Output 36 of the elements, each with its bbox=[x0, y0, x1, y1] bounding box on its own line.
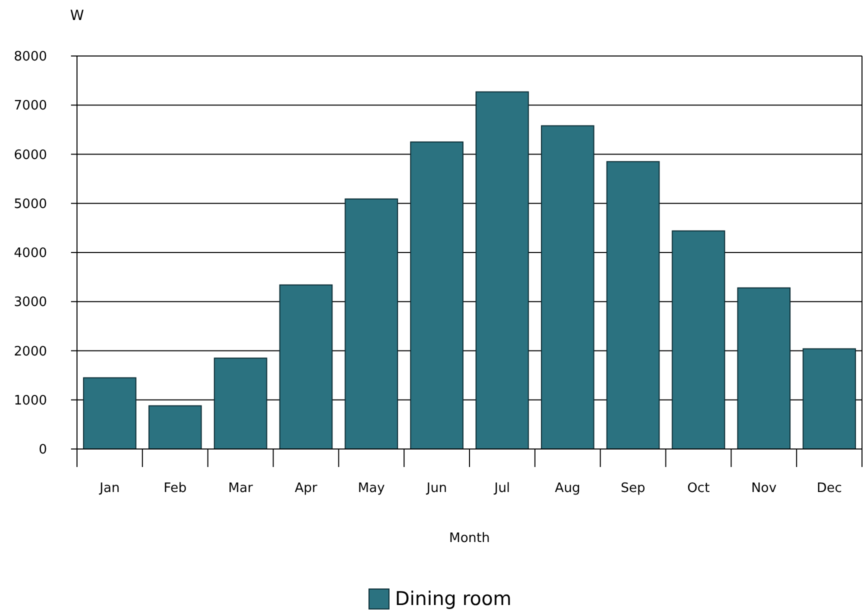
x-tick-label: Aug bbox=[554, 481, 580, 496]
x-tick-label: May bbox=[358, 481, 386, 496]
bar bbox=[606, 161, 660, 450]
bar bbox=[344, 198, 398, 450]
bar bbox=[540, 125, 594, 450]
y-tick-label: 2000 bbox=[14, 344, 47, 360]
y-tick-label: 6000 bbox=[14, 148, 47, 163]
y-axis-title: W bbox=[70, 8, 84, 24]
x-tick-label: Jul bbox=[493, 481, 510, 496]
x-tick-label: Apr bbox=[294, 481, 318, 496]
bar bbox=[802, 348, 856, 450]
bar bbox=[410, 141, 464, 450]
bar bbox=[148, 405, 202, 450]
y-tick-label: 3000 bbox=[14, 295, 47, 310]
y-tick-label: 4000 bbox=[14, 246, 47, 262]
bar bbox=[279, 284, 333, 450]
x-tick-label: Nov bbox=[751, 481, 777, 496]
y-tick-label: 8000 bbox=[14, 50, 47, 65]
x-tick-label: Jan bbox=[98, 481, 120, 496]
x-tick-label: Sep bbox=[620, 481, 646, 496]
bar bbox=[214, 358, 268, 450]
x-tick-label: Oct bbox=[687, 481, 710, 496]
x-tick-label: Feb bbox=[164, 481, 187, 496]
legend-label: Dining room bbox=[395, 588, 512, 610]
y-tick-label: 7000 bbox=[14, 98, 47, 114]
x-axis-title: Month bbox=[449, 531, 490, 546]
bar bbox=[672, 230, 726, 450]
x-tick-label: Jun bbox=[426, 481, 447, 496]
x-tick-label: Mar bbox=[228, 481, 254, 496]
y-tick-label: 5000 bbox=[14, 196, 47, 212]
y-tick-label: 1000 bbox=[14, 393, 47, 408]
bar bbox=[476, 91, 529, 450]
x-tick-label: Dec bbox=[816, 481, 842, 496]
y-tick-label: 0 bbox=[38, 442, 47, 458]
bar bbox=[737, 287, 791, 450]
bar bbox=[83, 377, 136, 450]
